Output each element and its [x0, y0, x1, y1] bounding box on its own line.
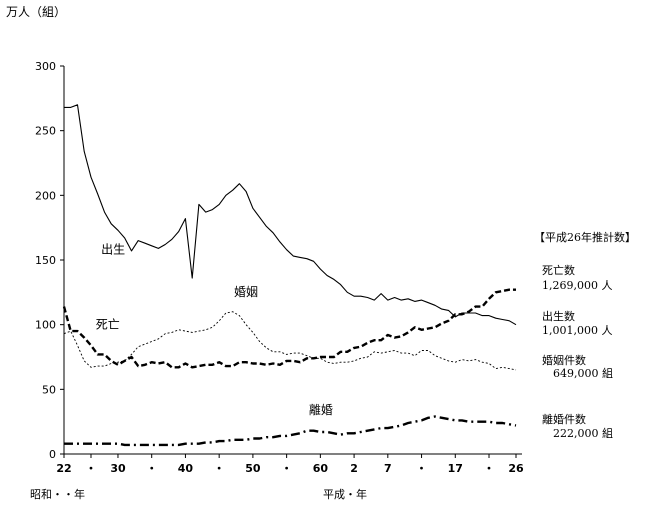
series-label-3: 離婚	[309, 403, 333, 417]
estimate-deaths-label: 死亡数	[542, 263, 575, 277]
estimate-deaths-value: 1,269,000 人	[542, 279, 612, 292]
x-tick-label: 17	[448, 462, 463, 475]
heisei-era-label: 平成・年	[323, 487, 367, 501]
y-tick-label: 0	[49, 448, 56, 461]
y-tick-label: 100	[35, 319, 56, 332]
series-label-0: 出生	[101, 243, 125, 257]
x-tick-label: 26	[508, 462, 524, 475]
x-tick-label: 40	[178, 462, 194, 475]
x-tick-label: 30	[110, 462, 126, 475]
x-tick-label: ・	[416, 462, 427, 475]
series-line-2	[63, 311, 517, 371]
x-tick-label: 7	[384, 462, 392, 475]
series-line-3	[64, 415, 517, 447]
x-tick-label: ・	[146, 462, 157, 475]
y-tick-label: 200	[35, 189, 56, 202]
x-tick-label: ・	[85, 462, 96, 475]
showa-era-label: 昭和・・年	[30, 487, 85, 501]
estimate-marriages-label: 婚姻件数	[542, 353, 586, 367]
estimate-births-value: 1,001,000 人	[542, 324, 612, 337]
estimate-marriages-value: 649,000 組	[553, 367, 613, 380]
y-tick-label: 250	[35, 125, 56, 138]
estimate-box-title: 【平成26年推計数】	[534, 230, 636, 244]
y-tick-label: 300	[35, 60, 56, 73]
estimate-births-label: 出生数	[542, 309, 575, 323]
series-label-2: 婚姻	[234, 284, 258, 299]
x-tick-label: ・	[484, 462, 495, 475]
estimate-divorces-value: 222,000 組	[553, 427, 613, 440]
y-axis-ticks: 0 50 100 150 200 250 300	[35, 60, 64, 461]
x-tick-label: 50	[245, 462, 261, 475]
y-tick-label: 150	[35, 254, 56, 267]
series-label-1: 死亡	[96, 318, 120, 332]
estimate-divorces-label: 離婚件数	[542, 412, 586, 426]
series-lines	[62, 104, 517, 447]
x-tick-label: ・	[214, 462, 225, 475]
series-line-1	[62, 288, 516, 369]
x-tick-label: 60	[313, 462, 329, 475]
series-line-0	[64, 104, 517, 326]
y-tick-label: 50	[42, 383, 56, 396]
x-tick-label: ・	[281, 462, 292, 475]
x-tick-label: 22	[56, 462, 71, 475]
estimate-box: 【平成26年推計数】 死亡数 1,269,000 人 出生数 1,001,000…	[534, 230, 636, 440]
x-tick-label: 2	[350, 462, 358, 475]
x-axis-ticks: 22 ・ 30 ・ 40 ・ 50 ・ 60 2 7 ・ 17 ・ 26	[56, 454, 524, 475]
y-axis-label: 万人（組）	[6, 5, 66, 19]
